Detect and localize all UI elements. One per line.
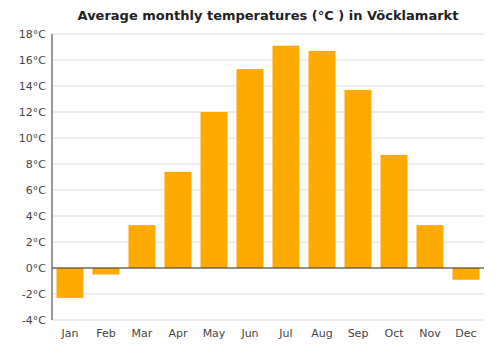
grid-line <box>52 216 484 217</box>
grid-line <box>52 112 484 113</box>
y-tick-label: 10°C <box>19 132 46 145</box>
grid-line <box>52 190 484 191</box>
y-tick-label: 6°C <box>26 184 46 197</box>
grid-line <box>52 60 484 61</box>
y-tick-label: 0°C <box>26 262 46 275</box>
x-tick-label: Apr <box>168 327 188 340</box>
y-tick-label: 4°C <box>26 210 46 223</box>
bar <box>381 155 408 268</box>
grid <box>52 34 484 320</box>
grid-line <box>52 86 484 87</box>
bar <box>57 268 84 298</box>
x-tick-label: Feb <box>96 327 115 340</box>
x-tick-label: Jan <box>61 327 79 340</box>
y-tick-label: 18°C <box>19 28 46 41</box>
y-tick-label: 14°C <box>19 80 46 93</box>
x-tick-label: Oct <box>384 327 404 340</box>
grid-line <box>52 138 484 139</box>
grid-line <box>52 34 484 35</box>
chart-title: Average monthly temperatures (°C ) in Vö… <box>78 8 459 23</box>
grid-line <box>52 320 484 321</box>
grid-line <box>52 164 484 165</box>
bar <box>273 46 300 268</box>
x-axis: Jan Feb Mar Apr May Jun Jul Aug Sep Oct Nov Dec <box>61 327 477 340</box>
bar <box>345 90 372 268</box>
bar <box>93 268 120 275</box>
x-tick-label: Jul <box>278 327 292 340</box>
bar <box>417 225 444 268</box>
grid-line <box>52 294 484 295</box>
y-tick-label: 8°C <box>26 158 46 171</box>
x-tick-label: Sep <box>348 327 369 340</box>
x-tick-label: Nov <box>419 327 441 340</box>
y-tick-label: -2°C <box>22 288 46 301</box>
y-tick-label: -4°C <box>22 314 46 327</box>
y-tick-label: 2°C <box>26 236 46 249</box>
bar <box>129 225 156 268</box>
chart-container: Average monthly temperatures (°C ) in Vö… <box>0 0 500 350</box>
bars <box>57 46 480 298</box>
chart-svg: Average monthly temperatures (°C ) in Vö… <box>0 0 500 350</box>
bar <box>453 268 480 280</box>
bar <box>201 112 228 268</box>
bar <box>309 51 336 268</box>
x-tick-label: Aug <box>311 327 332 340</box>
y-axis: -4°C -2°C 0°C 2°C 4°C 6°C 8°C 10°C 12°C 14°C 16°C 1… <box>19 28 46 327</box>
bar <box>237 69 264 268</box>
x-tick-label: May <box>203 327 226 340</box>
bar <box>165 172 192 268</box>
x-tick-label: Mar <box>132 327 153 340</box>
x-tick-label: Jun <box>240 327 258 340</box>
y-tick-label: 16°C <box>19 54 46 67</box>
y-axis-line <box>52 34 53 320</box>
x-tick-label: Dec <box>455 327 476 340</box>
grid-line <box>52 268 484 269</box>
y-tick-label: 12°C <box>19 106 46 119</box>
zero-line <box>52 267 484 268</box>
